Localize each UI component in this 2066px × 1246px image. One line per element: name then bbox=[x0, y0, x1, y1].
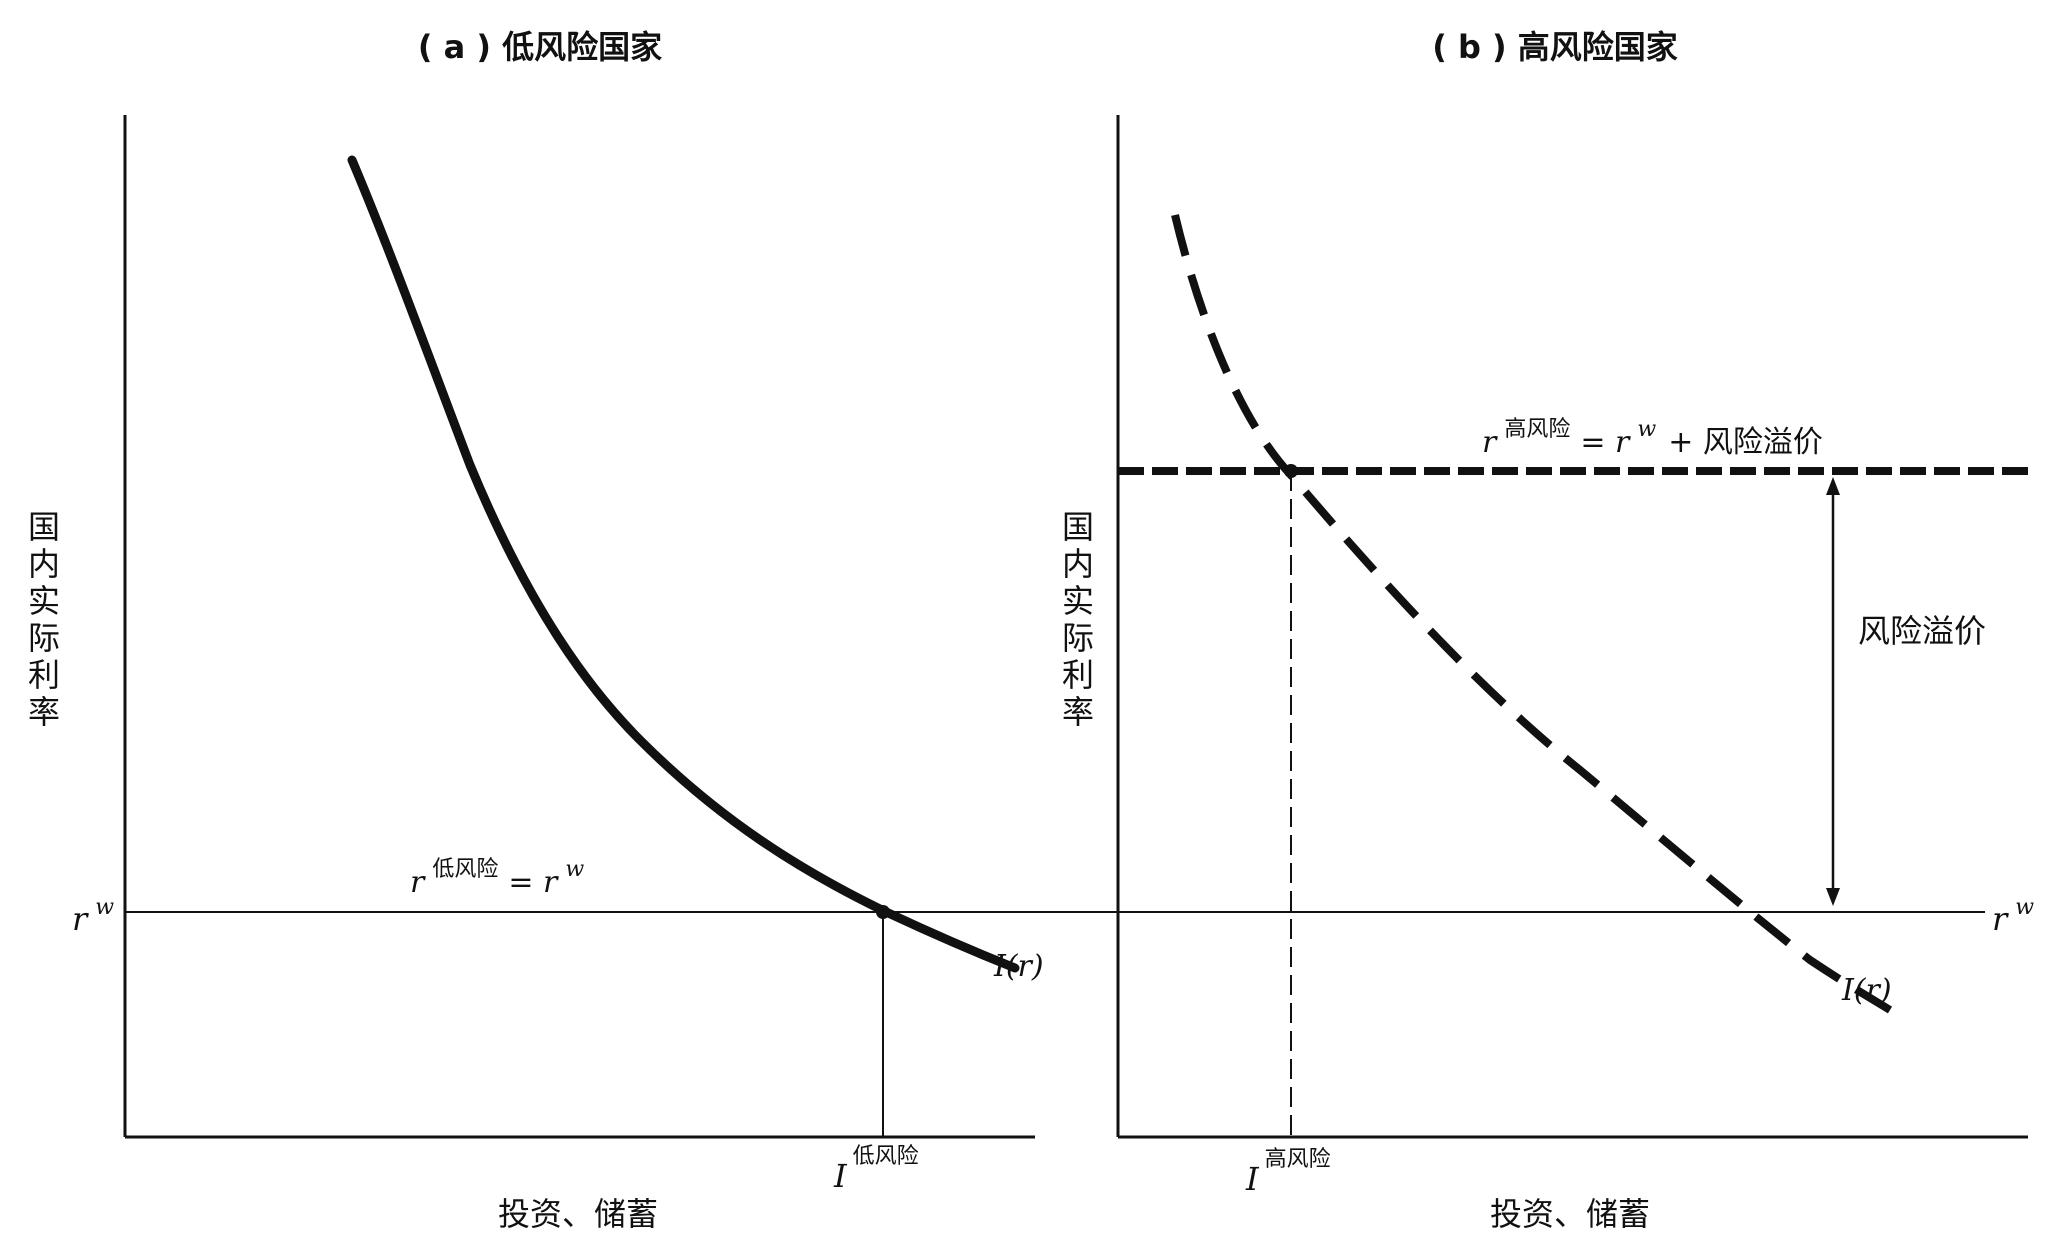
panel-b-premium-arrow bbox=[1826, 477, 1840, 906]
panel-a-ylabel-char: 国 bbox=[28, 508, 60, 546]
panel-b-ylabel-char: 利 bbox=[1062, 656, 1094, 694]
panel-a-ylabel-char: 内 bbox=[28, 545, 60, 583]
panel-b-ylabel-char: 实 bbox=[1062, 582, 1094, 620]
panel-a-ylabel-char: 利 bbox=[28, 656, 60, 694]
panel-a-ylabel-char: 实 bbox=[28, 582, 60, 620]
panel-b-equation-label: r 高风险 = r w + 风险溢价 bbox=[1482, 417, 1823, 460]
panel-b-x-marker: I高风险 bbox=[1245, 1147, 1331, 1198]
panel-a-y-axis-label: 国 内 实 际 利 率 bbox=[28, 508, 60, 731]
panel-a-x-marker: I低风险 bbox=[833, 1144, 919, 1195]
panel-a-x-axis-label: 投资、储蓄 bbox=[498, 1195, 658, 1233]
panel-a-title: ( a ) 低风险国家 bbox=[418, 28, 662, 66]
panel-b-investment-curve bbox=[1171, 214, 1893, 1014]
panel-a-investment-curve bbox=[347, 155, 1020, 973]
panel-b-title: ( b ) 高风险国家 bbox=[1432, 28, 1678, 66]
panel-b-ylabel-char: 际 bbox=[1062, 619, 1094, 657]
panel-b-premium-label: 风险溢价 bbox=[1858, 612, 1986, 650]
panel-b-equilibrium-point bbox=[1284, 464, 1298, 478]
panel-b-ylabel-char: 国 bbox=[1062, 508, 1094, 546]
premium-arrow-head-top bbox=[1826, 477, 1840, 495]
premium-arrow-head-bottom bbox=[1826, 888, 1840, 906]
panel-a-curve-label: I(r) bbox=[993, 949, 1044, 984]
panel-b-curve-label: I(r) bbox=[1841, 973, 1892, 1008]
panel-b-ylabel-char: 内 bbox=[1062, 545, 1094, 583]
panel-a-ylabel-char: 率 bbox=[28, 693, 60, 731]
panel-b-x-axis-label: 投资、储蓄 bbox=[1490, 1195, 1650, 1233]
panel-b-ylabel-char: 率 bbox=[1062, 693, 1094, 731]
panel-b-y-axis-label: 国 内 实 际 利 率 bbox=[1062, 508, 1094, 731]
panel-a-ylabel-char: 际 bbox=[28, 619, 60, 657]
panel-a-equilibrium-point bbox=[876, 905, 890, 919]
